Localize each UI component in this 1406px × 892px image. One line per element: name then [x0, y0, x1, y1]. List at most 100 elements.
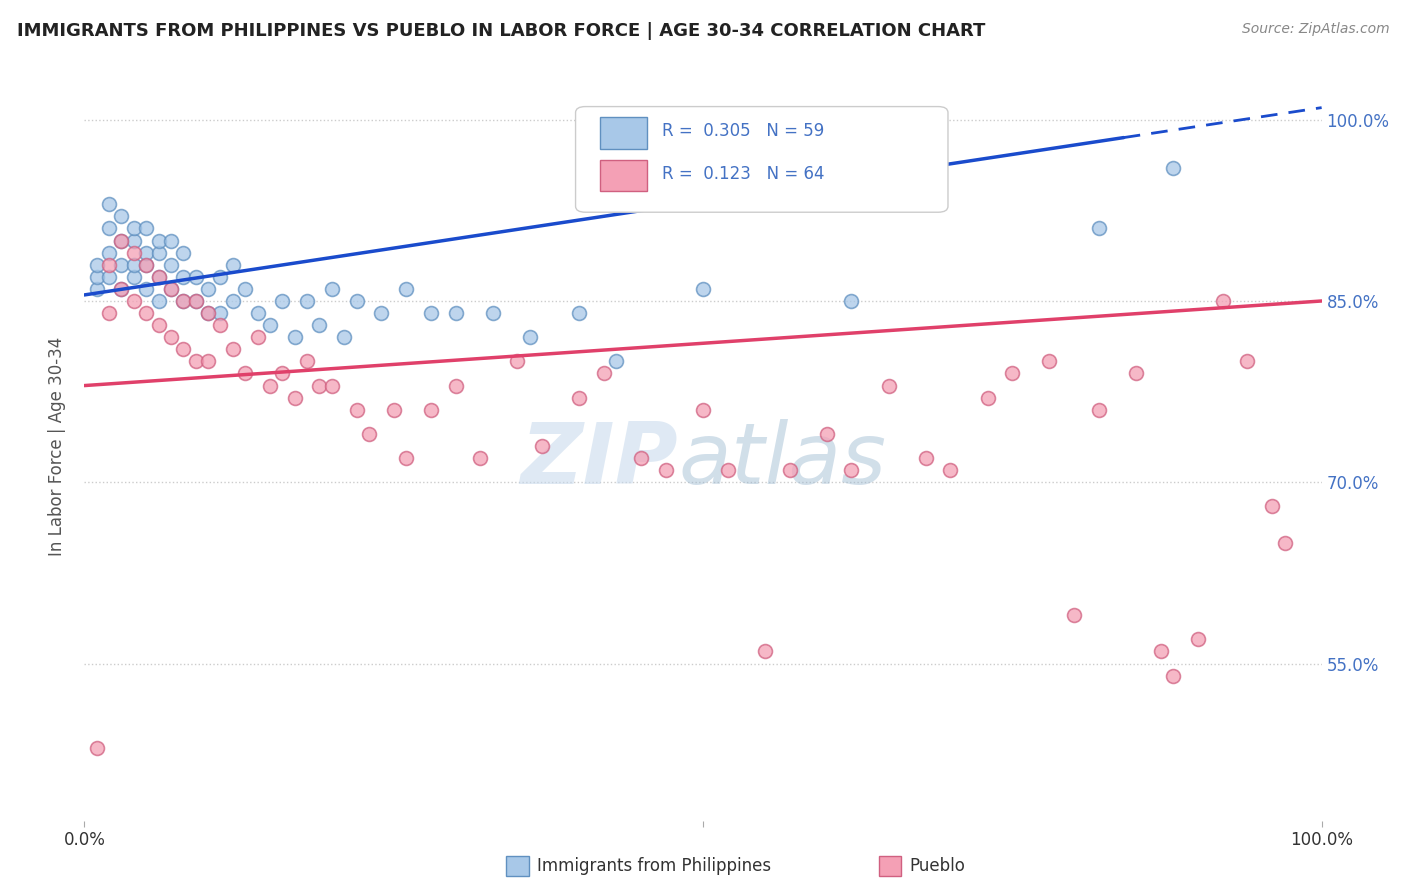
Point	[135, 306, 157, 320]
Point	[1038, 354, 1060, 368]
Point	[295, 293, 318, 308]
Point	[122, 221, 145, 235]
Point	[98, 269, 121, 284]
Point	[395, 282, 418, 296]
Point	[605, 354, 627, 368]
Point	[135, 245, 157, 260]
Point	[122, 293, 145, 308]
Point	[419, 306, 441, 320]
Bar	[506, 856, 529, 876]
Point	[233, 282, 256, 296]
Text: Immigrants from Philippines: Immigrants from Philippines	[537, 857, 772, 875]
Point	[630, 451, 652, 466]
Point	[148, 293, 170, 308]
Point	[655, 463, 678, 477]
Point	[160, 234, 183, 248]
Point	[1001, 367, 1024, 381]
Text: atlas: atlas	[678, 419, 886, 502]
Point	[1212, 293, 1234, 308]
Text: Pueblo: Pueblo	[910, 857, 966, 875]
Point	[160, 258, 183, 272]
Point	[308, 378, 330, 392]
Point	[1161, 161, 1184, 175]
Point	[295, 354, 318, 368]
Point	[148, 269, 170, 284]
Point	[1261, 500, 1284, 514]
Point	[568, 391, 591, 405]
Point	[1274, 535, 1296, 549]
Point	[470, 451, 492, 466]
Point	[148, 234, 170, 248]
Point	[110, 234, 132, 248]
Point	[184, 269, 207, 284]
Point	[419, 402, 441, 417]
Point	[308, 318, 330, 333]
Point	[122, 234, 145, 248]
Point	[160, 330, 183, 344]
Point	[568, 306, 591, 320]
Point	[122, 258, 145, 272]
Point	[110, 258, 132, 272]
Point	[222, 293, 245, 308]
Point	[395, 451, 418, 466]
Point	[841, 463, 863, 477]
Point	[98, 306, 121, 320]
Point	[98, 245, 121, 260]
Point	[779, 463, 801, 477]
Text: ZIP: ZIP	[520, 419, 678, 502]
Point	[1236, 354, 1258, 368]
Point	[246, 330, 269, 344]
Point	[481, 306, 503, 320]
Point	[110, 282, 132, 296]
Point	[246, 306, 269, 320]
Point	[148, 269, 170, 284]
Point	[1150, 644, 1173, 658]
Point	[184, 293, 207, 308]
Bar	[879, 856, 901, 876]
Point	[172, 269, 194, 284]
Text: R =  0.305   N = 59: R = 0.305 N = 59	[662, 121, 824, 139]
Point	[519, 330, 541, 344]
Point	[172, 343, 194, 357]
Point	[222, 258, 245, 272]
Point	[86, 258, 108, 272]
Point	[135, 258, 157, 272]
Point	[284, 330, 307, 344]
Point	[1088, 221, 1111, 235]
Text: Source: ZipAtlas.com: Source: ZipAtlas.com	[1241, 22, 1389, 37]
Point	[692, 282, 714, 296]
Y-axis label: In Labor Force | Age 30-34: In Labor Force | Age 30-34	[48, 336, 66, 556]
Point	[370, 306, 392, 320]
Point	[914, 451, 936, 466]
Point	[444, 378, 467, 392]
Point	[939, 463, 962, 477]
FancyBboxPatch shape	[575, 106, 948, 212]
Point	[271, 293, 294, 308]
Point	[1187, 632, 1209, 647]
Point	[506, 354, 529, 368]
FancyBboxPatch shape	[600, 160, 647, 191]
Point	[172, 245, 194, 260]
Point	[160, 282, 183, 296]
Point	[197, 282, 219, 296]
Point	[110, 210, 132, 224]
Point	[1063, 608, 1085, 623]
Point	[1125, 367, 1147, 381]
Text: IMMIGRANTS FROM PHILIPPINES VS PUEBLO IN LABOR FORCE | AGE 30-34 CORRELATION CHA: IMMIGRANTS FROM PHILIPPINES VS PUEBLO IN…	[17, 22, 986, 40]
Point	[86, 269, 108, 284]
Point	[209, 318, 232, 333]
Point	[122, 269, 145, 284]
Point	[209, 306, 232, 320]
Point	[531, 439, 554, 453]
Point	[135, 258, 157, 272]
Point	[717, 463, 740, 477]
Point	[321, 282, 343, 296]
Point	[197, 306, 219, 320]
Point	[1161, 668, 1184, 682]
Point	[110, 282, 132, 296]
FancyBboxPatch shape	[600, 117, 647, 149]
Point	[172, 293, 194, 308]
Point	[692, 402, 714, 417]
Point	[877, 378, 900, 392]
Point	[98, 197, 121, 211]
